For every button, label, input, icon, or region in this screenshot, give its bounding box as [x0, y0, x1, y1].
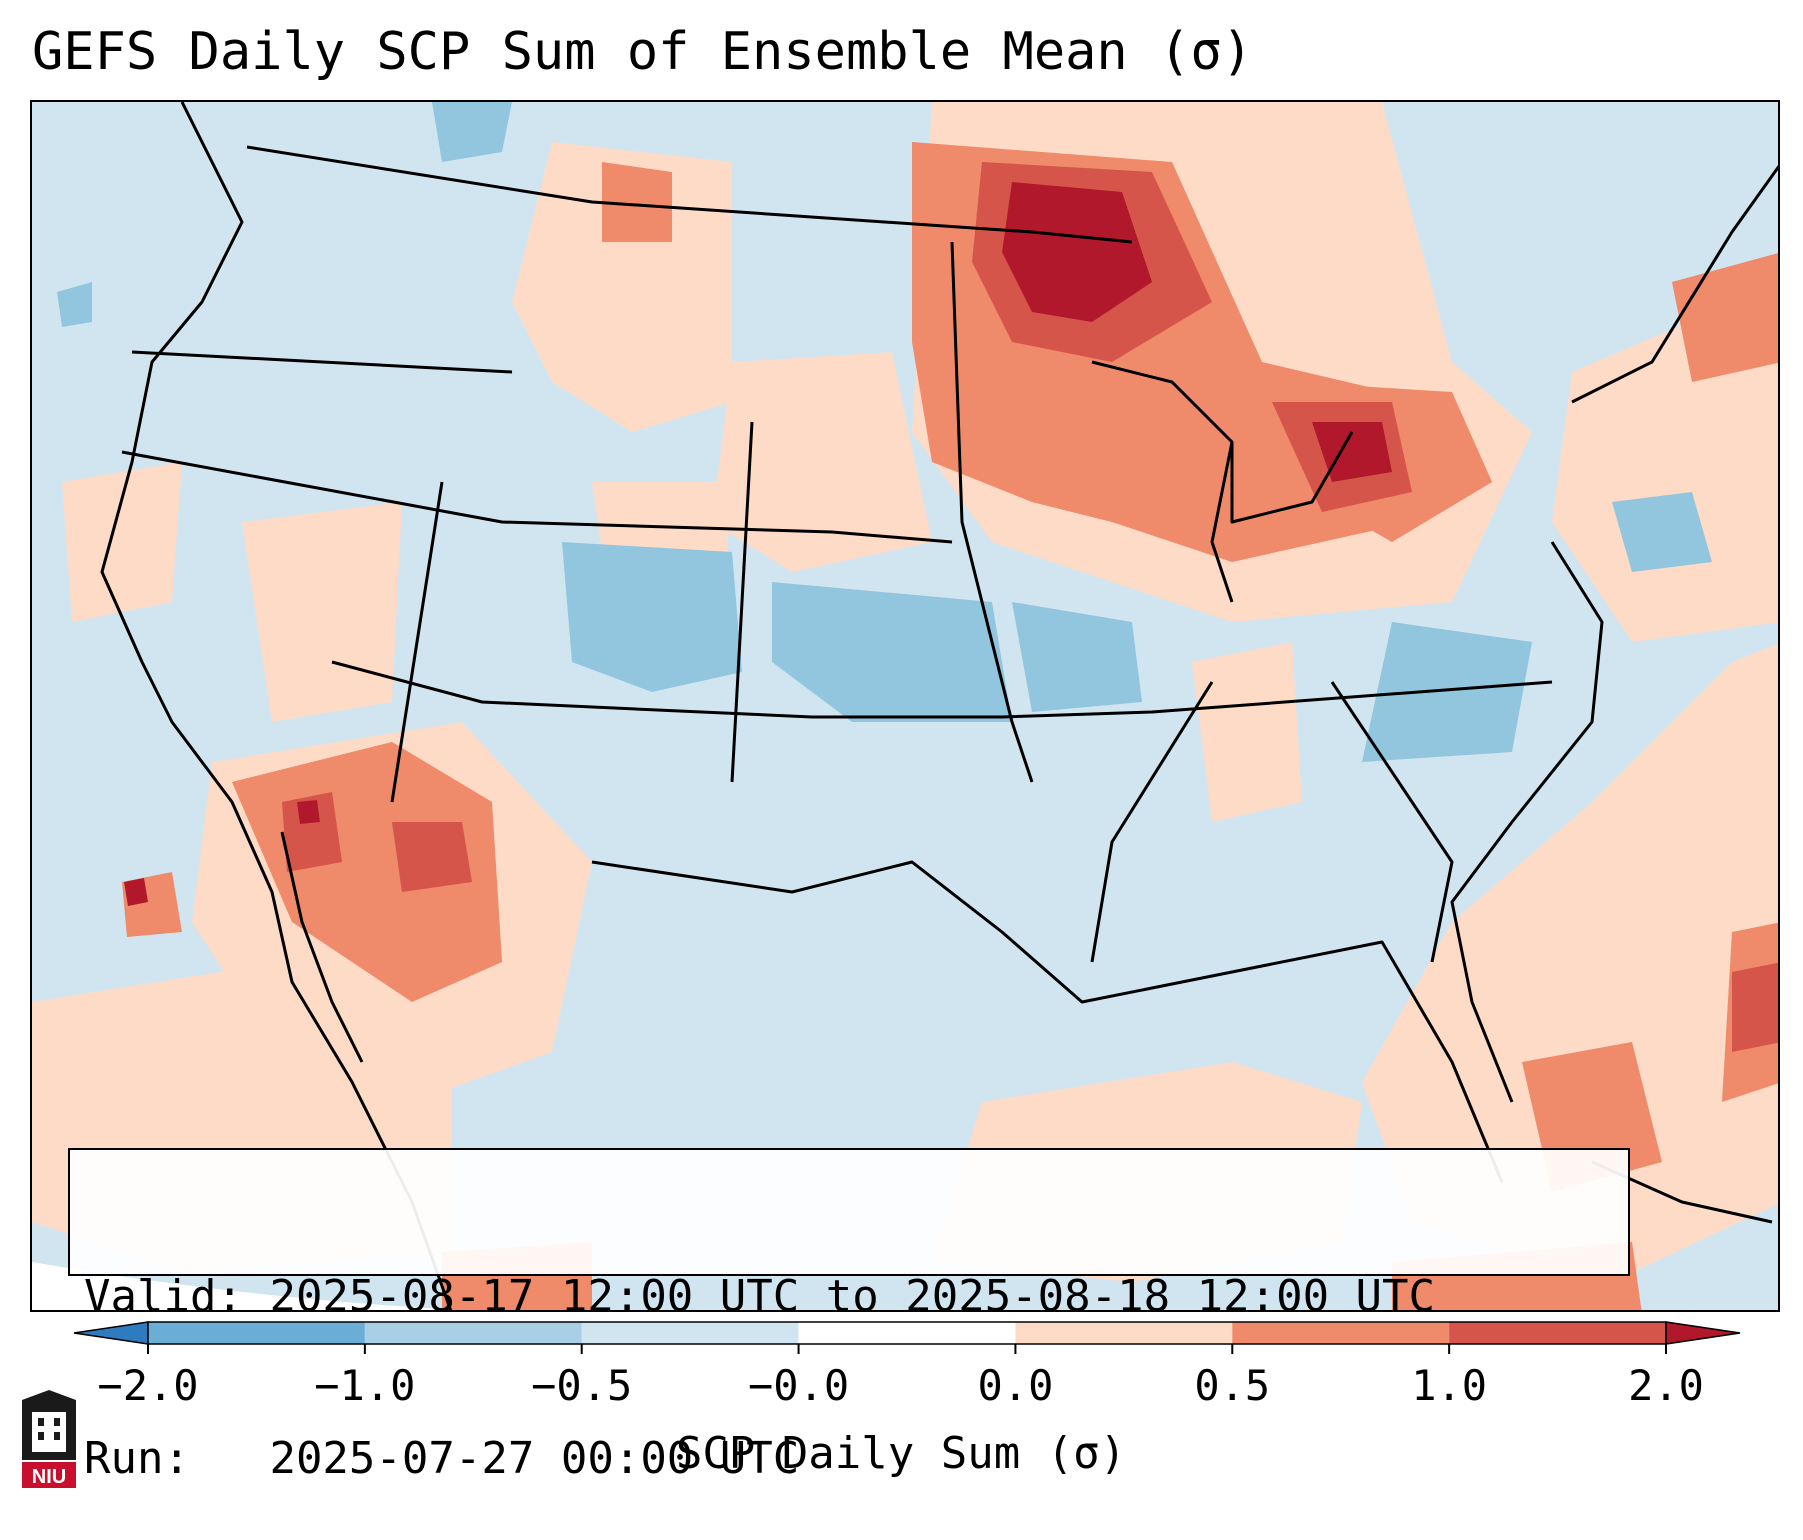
colorbar — [73, 1321, 1741, 1354]
colorbar-tick-label: −0.5 — [531, 1361, 633, 1410]
colorbar-segment — [798, 1322, 1016, 1344]
logo-window-icon — [38, 1418, 44, 1426]
east-coast — [1450, 541, 1604, 1103]
run-line: Run: 2025-07-27 00:00 UTC — [84, 1432, 1628, 1486]
lake-michigan — [1210, 441, 1234, 603]
colorbar-tick-label: −1.0 — [314, 1361, 416, 1410]
state-line-8 — [1330, 681, 1454, 963]
colorbar-tick-label: 0.0 — [977, 1361, 1054, 1410]
logo-tower-icon — [32, 1412, 66, 1452]
map-panel — [30, 100, 1780, 1312]
state-line-6 — [950, 241, 1034, 783]
colorbar-segment — [1015, 1322, 1233, 1344]
state-line-2 — [121, 450, 953, 544]
colorbar-extend-low — [73, 1321, 149, 1345]
colorbar-segment — [148, 1322, 365, 1344]
negative-anomaly — [57, 102, 1712, 762]
state-line-4 — [390, 481, 444, 803]
valid-line: Valid: 2025-08-17 12:00 UTC to 2025-08-1… — [84, 1270, 1628, 1324]
colorbar-tick-label: 1.0 — [1411, 1361, 1488, 1410]
colorbar-outline — [147, 1321, 1667, 1345]
colorbar-tick-label: −2.0 — [97, 1361, 199, 1410]
valid-text: 2025-08-17 12:00 UTC to 2025-08-18 12:00… — [269, 1271, 1436, 1322]
state-line-3 — [331, 660, 1553, 719]
scp-map — [32, 102, 1778, 1310]
colorbar-tick-label: 0.5 — [1194, 1361, 1271, 1410]
positive-anomaly-max — [124, 182, 1392, 906]
gulf-coast — [591, 860, 1504, 1183]
map-title: GEFS Daily SCP Sum of Ensemble Mean (σ) — [32, 22, 1253, 82]
run-text: 2025-07-27 00:00 UTC — [269, 1433, 800, 1484]
colorbar-segment — [581, 1322, 799, 1344]
validity-info-box: Valid: 2025-08-17 12:00 UTC to 2025-08-1… — [68, 1148, 1630, 1484]
colorbar-tick-label: −0.0 — [747, 1361, 850, 1410]
colorbar-segment — [1449, 1322, 1666, 1344]
niu-logo: NIU — [22, 1390, 76, 1488]
colorbar-tick-label: 2.0 — [1628, 1361, 1704, 1410]
great-lakes-outline — [1091, 360, 1354, 524]
canada-border — [246, 145, 1133, 244]
valid-label: Valid: — [84, 1271, 243, 1322]
projection-edge — [32, 1262, 458, 1310]
colorbar-extend-high — [1665, 1321, 1741, 1345]
baja-coast — [280, 831, 364, 1063]
boundaries — [100, 102, 1778, 1310]
logo-window-icon — [54, 1418, 60, 1426]
colorbar-segment — [364, 1322, 582, 1344]
logo-window-icon — [38, 1432, 44, 1440]
colorbar-segment — [1232, 1322, 1450, 1344]
east-coast-north — [1571, 165, 1778, 404]
west-coastline — [100, 102, 453, 1310]
logo-window-icon — [54, 1432, 60, 1440]
state-line-1 — [131, 350, 513, 374]
logo-banner — [22, 1462, 76, 1488]
logo-text: NIU — [32, 1466, 66, 1488]
state-line-7 — [1090, 681, 1214, 963]
colorbar-label: SCP Daily Sum (σ) — [675, 1428, 1127, 1479]
run-label: Run: — [84, 1433, 190, 1484]
state-line-5 — [730, 421, 754, 783]
